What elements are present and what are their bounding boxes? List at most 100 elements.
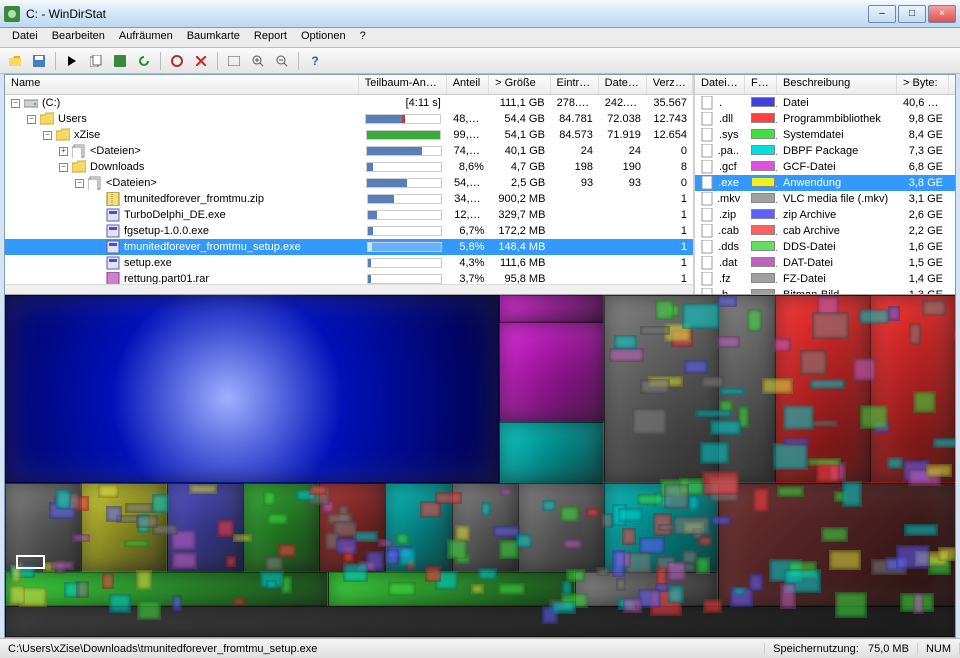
tree-col[interactable]: Dateien	[599, 75, 647, 94]
type-row[interactable]: .datDAT-Datei1,5 GE	[695, 255, 955, 271]
treemap-block[interactable]	[266, 580, 277, 589]
treemap-block[interactable]	[609, 348, 644, 362]
treemap-block[interactable]	[640, 326, 670, 334]
treemap-block[interactable]	[498, 583, 525, 595]
treemap-block[interactable]	[614, 335, 637, 349]
tree-col[interactable]: Anteil	[447, 75, 489, 94]
explorer-icon[interactable]	[109, 50, 131, 72]
treemap-block[interactable]	[926, 464, 953, 477]
treemap-block[interactable]	[812, 312, 849, 339]
treemap-block[interactable]	[637, 494, 663, 505]
treemap-block[interactable]	[842, 481, 862, 508]
treemap-block[interactable]	[233, 534, 253, 543]
treemap-block[interactable]	[888, 306, 901, 321]
tree-twisty[interactable]: −	[59, 163, 68, 172]
treemap-block[interactable]	[98, 484, 120, 498]
treemap-block[interactable]	[106, 506, 123, 522]
treemap-block[interactable]	[55, 489, 71, 509]
type-row[interactable]: .pa..DBPF Package7,3 GE	[695, 143, 955, 159]
treemap-block[interactable]	[343, 563, 368, 581]
treemap-block[interactable]	[481, 502, 491, 517]
tree-row[interactable]: tmunitedforever_fromtmu_setup.exe5,8%148…	[5, 239, 693, 255]
tree-row[interactable]: tmunitedforever_fromtmu.zip34,9%900,2 MB…	[5, 191, 693, 207]
tree-row[interactable]: −(C:)[4:11 s]111,1 GB278.152242.58535.56…	[5, 95, 693, 111]
treemap-block[interactable]	[385, 549, 399, 565]
treemap-block[interactable]	[623, 598, 643, 613]
type-row[interactable]: .Datei40,6 GE	[695, 95, 955, 111]
play-icon[interactable]	[61, 50, 83, 72]
treemap-view[interactable]	[5, 295, 955, 637]
tree-row[interactable]: +<Dateien>74,0%40,1 GB24240	[5, 143, 693, 159]
tree-twisty[interactable]: −	[27, 115, 36, 124]
treemap-block[interactable]	[172, 552, 197, 569]
treemap-block[interactable]	[807, 458, 841, 466]
treemap-block[interactable]	[137, 601, 161, 620]
treemap-block[interactable]	[773, 338, 791, 352]
tree-row[interactable]: fgsetup-1.0.0.exe6,7%172,2 MB1	[5, 223, 693, 239]
type-col[interactable]: > Byte:	[897, 75, 949, 94]
maximize-button[interactable]: □	[898, 5, 926, 23]
treemap-block[interactable]	[667, 561, 686, 580]
copy-icon[interactable]	[85, 50, 107, 72]
treemap-block[interactable]	[887, 457, 902, 469]
treemap-block[interactable]	[309, 485, 327, 496]
treemap-block[interactable]	[811, 420, 838, 428]
treemap-block[interactable]	[859, 309, 890, 324]
menu-bearbeiten[interactable]: Bearbeiten	[46, 28, 111, 47]
treemap-block[interactable]	[518, 483, 604, 572]
help-icon[interactable]: ?	[304, 50, 326, 72]
treemap-block[interactable]	[125, 503, 153, 514]
treemap-block[interactable]	[777, 486, 804, 496]
type-row[interactable]: .dllProgrammbibliothek9,8 GE	[695, 111, 955, 127]
treemap-block[interactable]	[109, 594, 131, 614]
treemap-block[interactable]	[455, 525, 470, 541]
treemap-block[interactable]	[378, 539, 393, 547]
treemap-block[interactable]	[753, 488, 770, 511]
treemap-block[interactable]	[749, 574, 764, 591]
tree-row[interactable]: −xZise99,6%54,1 GB84.57371.91912.654	[5, 127, 693, 143]
treemap-block[interactable]	[938, 547, 955, 561]
treemap-block[interactable]	[586, 508, 599, 517]
treemap-block[interactable]	[447, 539, 466, 558]
treemap-block[interactable]	[124, 540, 149, 547]
menu-optionen[interactable]: Optionen	[295, 28, 352, 47]
treemap-block[interactable]	[152, 494, 169, 513]
tree-col[interactable]: > Größe	[489, 75, 550, 94]
treemap-block[interactable]	[800, 350, 827, 375]
treemap-block[interactable]	[217, 520, 234, 536]
menu-baumkarte[interactable]: Baumkarte	[181, 28, 246, 47]
treemap-block[interactable]	[909, 323, 921, 346]
treemap-block[interactable]	[263, 491, 276, 506]
treemap-block[interactable]	[896, 545, 929, 569]
treemap-block[interactable]	[835, 592, 867, 619]
menu-datei[interactable]: Datei	[6, 28, 44, 47]
treemap-block[interactable]	[810, 379, 846, 389]
tree-col[interactable]: Verzei..	[647, 75, 693, 94]
treemap-block[interactable]	[5, 295, 499, 483]
treemap-block[interactable]	[747, 309, 762, 333]
treemap-block[interactable]	[542, 500, 556, 511]
treemap-block[interactable]	[829, 550, 861, 571]
treemap-block[interactable]	[189, 484, 216, 494]
treemap-block[interactable]	[336, 538, 357, 555]
treemap-block[interactable]	[717, 296, 737, 307]
treemap-block[interactable]	[622, 528, 636, 545]
treemap-block[interactable]	[478, 568, 497, 579]
type-col[interactable]: Dateityp	[695, 75, 745, 94]
treemap-block[interactable]	[702, 471, 739, 495]
treemap-block[interactable]	[388, 582, 415, 596]
treemap-block[interactable]	[703, 599, 721, 613]
treemap-block[interactable]	[695, 410, 732, 418]
treemap-block[interactable]	[566, 569, 585, 582]
treemap-block[interactable]	[664, 484, 689, 509]
type-row[interactable]: .exeAnwendung3,8 GE	[695, 175, 955, 191]
treemap-block[interactable]	[922, 300, 946, 316]
treemap-block[interactable]	[719, 388, 745, 395]
minimize-button[interactable]: –	[868, 5, 896, 23]
type-col[interactable]: Far..	[745, 75, 777, 94]
treemap-block[interactable]	[596, 567, 610, 577]
treemap-block[interactable]	[762, 378, 793, 394]
type-row[interactable]: .cabcab Archive2,2 GE	[695, 223, 955, 239]
tree-twisty[interactable]: −	[43, 131, 52, 140]
refresh-icon[interactable]	[133, 50, 155, 72]
